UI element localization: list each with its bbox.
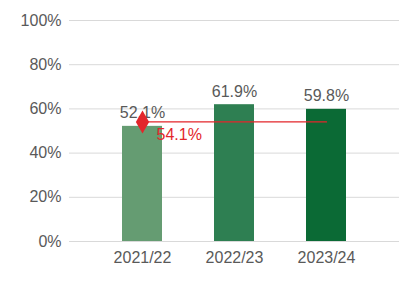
svg-text:80%: 80% <box>29 56 61 73</box>
svg-text:54.1%: 54.1% <box>157 126 202 143</box>
svg-text:52.1%: 52.1% <box>119 104 166 122</box>
svg-text:100%: 100% <box>21 12 62 29</box>
svg-text:59.8%: 59.8% <box>304 87 349 104</box>
svg-text:2023/24: 2023/24 <box>298 249 356 266</box>
svg-text:0%: 0% <box>38 233 61 250</box>
svg-text:2021/22: 2021/22 <box>114 249 172 266</box>
svg-text:2022/23: 2022/23 <box>206 249 264 266</box>
svg-text:60%: 60% <box>29 100 61 117</box>
svg-text:61.9%: 61.9% <box>212 83 257 100</box>
svg-text:40%: 40% <box>29 144 61 161</box>
svg-text:20%: 20% <box>29 188 61 205</box>
